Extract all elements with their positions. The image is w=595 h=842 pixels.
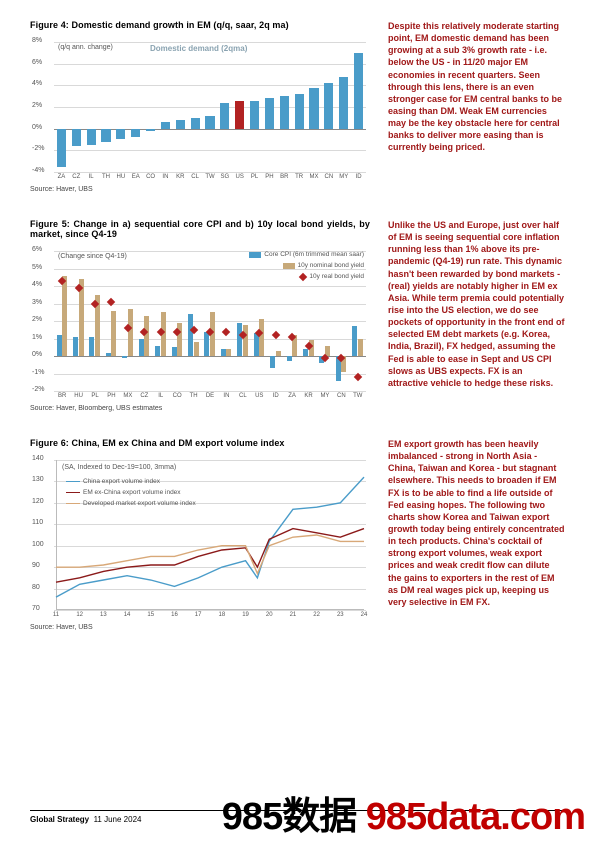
figure5-source: Source: Haver, Bloomberg, UBS estimates	[30, 405, 370, 412]
figure5-title: Figure 5: Change in a) sequential core C…	[30, 219, 370, 239]
text5-body: Unlike the US and Europe, just over half…	[388, 219, 565, 389]
text4-body: Despite this relatively moderate startin…	[388, 20, 565, 154]
figure6-chart: 7080901001101201301401112131415161718192…	[30, 454, 370, 624]
figure6-source: Source: Haver, UBS	[30, 624, 370, 631]
figure5-chart: -2%-1%0%1%2%3%4%5%6%BRHUPLPHMXCZILCOTHDE…	[30, 245, 370, 405]
footer-date: 11 June 2024	[94, 815, 142, 824]
text6-body: EM export growth has been heavily imbala…	[388, 438, 565, 608]
figure6-title: Figure 6: China, EM ex China and DM expo…	[30, 438, 370, 448]
watermark: 985数据 985data.com	[222, 785, 585, 840]
figure4-source: Source: Haver, UBS	[30, 186, 370, 193]
footer-title: Global Strategy	[30, 815, 89, 824]
figure4-chart: -4%-2%0%2%4%6%8%ZACZILTHHUEACOINKRCLTWSG…	[30, 36, 370, 186]
figure4-title: Figure 4: Domestic demand growth in EM (…	[30, 20, 370, 30]
